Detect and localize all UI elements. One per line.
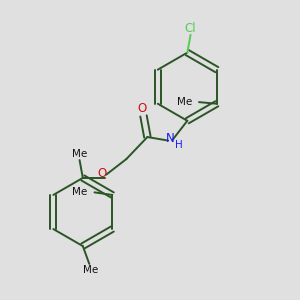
Text: Me: Me (83, 265, 99, 275)
Text: Me: Me (72, 149, 87, 159)
Text: Cl: Cl (185, 22, 197, 35)
Text: N: N (166, 132, 175, 145)
Text: O: O (98, 167, 107, 179)
Text: Me: Me (72, 188, 87, 197)
Text: H: H (175, 140, 182, 151)
Text: Me: Me (177, 97, 192, 107)
Text: O: O (137, 102, 146, 115)
